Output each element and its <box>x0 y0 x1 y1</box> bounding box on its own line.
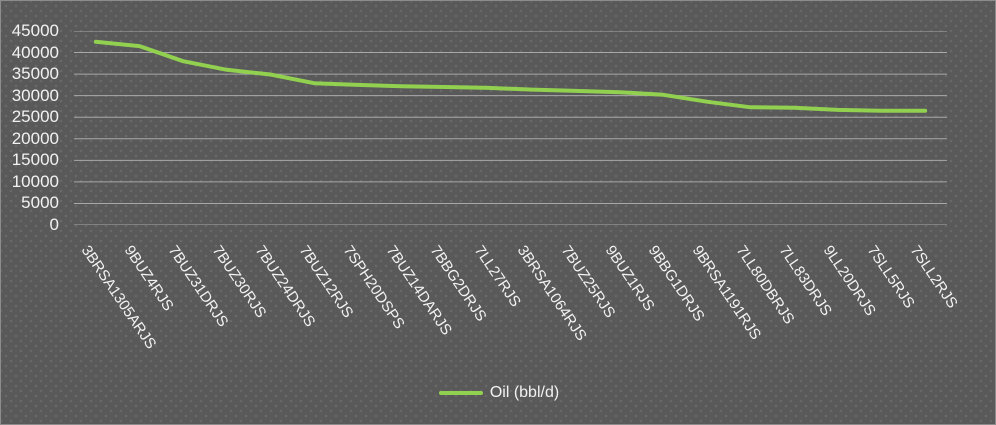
y-tick-label: 40000 <box>11 42 59 62</box>
x-axis: 3BRSA1305ARJS 9BUZ4RJS 7BUZ31DRJS 7BUZ30RJS… <box>1 1 995 352</box>
y-tick-label: 15000 <box>11 150 59 170</box>
legend-label: Oil (bbl/d) <box>489 384 560 401</box>
y-tick-label: 45000 <box>11 21 59 40</box>
legend: Oil (bbl/d) <box>1 384 995 402</box>
y-tick-label: 5000 <box>21 193 59 213</box>
plot-area <box>74 31 947 225</box>
legend-line-swatch <box>438 391 483 395</box>
y-tick-label: 35000 <box>11 64 59 84</box>
y-tick-label: 0 <box>49 215 59 234</box>
y-axis: 0 5000 10000 15000 20000 25000 30000 35000 40000… <box>1 1 61 241</box>
series-svg <box>74 31 947 225</box>
y-tick-label: 10000 <box>11 171 59 191</box>
y-tick-label: 30000 <box>11 85 59 105</box>
y-tick-label: 20000 <box>11 128 59 148</box>
oil-series-line <box>93 39 928 113</box>
y-tick-label: 25000 <box>11 107 59 127</box>
